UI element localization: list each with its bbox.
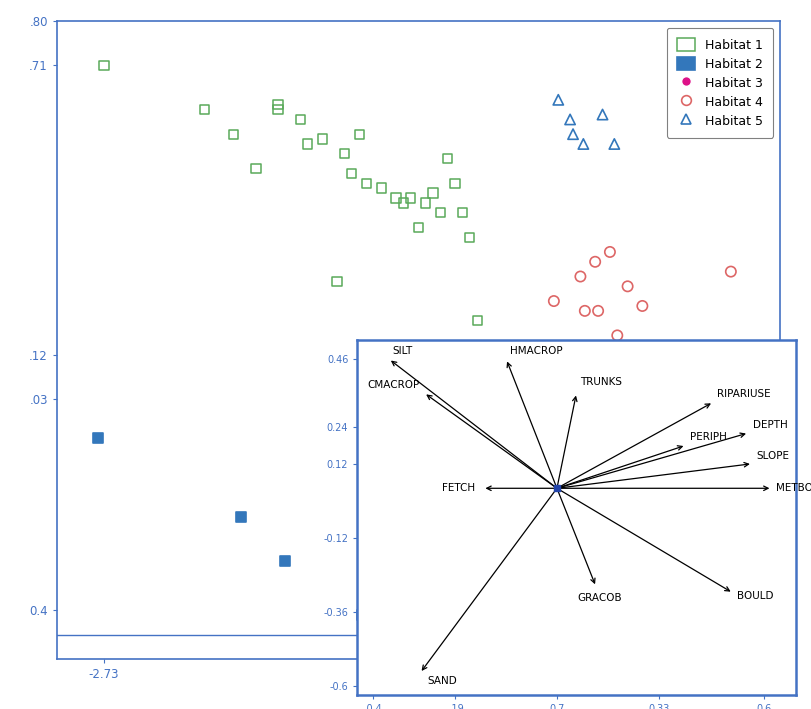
Point bbox=[595, 109, 608, 121]
Point bbox=[591, 305, 604, 316]
Point bbox=[603, 246, 616, 257]
Point bbox=[411, 222, 424, 233]
Text: HMACROP: HMACROP bbox=[509, 346, 562, 356]
Point bbox=[97, 60, 110, 71]
Point bbox=[551, 94, 564, 106]
Point bbox=[330, 276, 343, 287]
Point bbox=[563, 113, 576, 125]
Text: PERIPH: PERIPH bbox=[689, 432, 726, 442]
Point bbox=[448, 177, 461, 189]
Point bbox=[389, 192, 402, 203]
Text: TRUNKS: TRUNKS bbox=[580, 376, 622, 386]
Point bbox=[92, 432, 105, 444]
Point bbox=[355, 610, 368, 621]
Text: FETCH: FETCH bbox=[441, 484, 474, 493]
Point bbox=[279, 556, 292, 567]
Point bbox=[301, 138, 314, 150]
Point bbox=[455, 374, 468, 385]
Point bbox=[271, 104, 284, 116]
Point bbox=[455, 207, 468, 218]
Point bbox=[352, 128, 365, 140]
Point bbox=[404, 192, 417, 203]
Point bbox=[249, 163, 262, 174]
Point bbox=[426, 187, 439, 199]
Point bbox=[433, 207, 446, 218]
Legend: Habitat 1, Habitat 2, Habitat 3, Habitat 4, Habitat 5: Habitat 1, Habitat 2, Habitat 3, Habitat… bbox=[666, 28, 772, 138]
Text: BOULD: BOULD bbox=[736, 591, 773, 601]
Point bbox=[315, 133, 328, 145]
Point bbox=[234, 511, 247, 523]
Point bbox=[227, 128, 240, 140]
Point bbox=[723, 266, 736, 277]
Text: SLOPE: SLOPE bbox=[756, 450, 788, 461]
Text: GRACOB: GRACOB bbox=[577, 593, 621, 603]
Point bbox=[573, 271, 586, 282]
Text: SAND: SAND bbox=[427, 676, 457, 686]
Point bbox=[345, 168, 358, 179]
Point bbox=[610, 330, 623, 341]
Point bbox=[337, 148, 350, 160]
Text: CMACROP: CMACROP bbox=[367, 379, 419, 390]
Point bbox=[635, 301, 648, 312]
Point bbox=[588, 256, 601, 267]
Text: METBOU: METBOU bbox=[775, 484, 811, 493]
Point bbox=[545, 428, 558, 440]
Text: SILT: SILT bbox=[392, 346, 412, 356]
Text: RIPARIUSE: RIPARIUSE bbox=[717, 389, 770, 399]
Point bbox=[620, 281, 633, 292]
Point bbox=[198, 104, 211, 116]
Point bbox=[470, 315, 483, 326]
Point bbox=[294, 113, 307, 125]
Point bbox=[418, 197, 431, 208]
Point bbox=[566, 128, 579, 140]
Point bbox=[271, 99, 284, 111]
Point bbox=[397, 197, 410, 208]
Point bbox=[463, 232, 476, 243]
Point bbox=[440, 153, 453, 164]
Point bbox=[375, 182, 388, 194]
Point bbox=[547, 296, 560, 307]
Point bbox=[576, 138, 589, 150]
Point bbox=[359, 177, 372, 189]
Point bbox=[607, 138, 620, 150]
Point bbox=[577, 305, 590, 316]
Text: DEPTH: DEPTH bbox=[752, 420, 787, 430]
